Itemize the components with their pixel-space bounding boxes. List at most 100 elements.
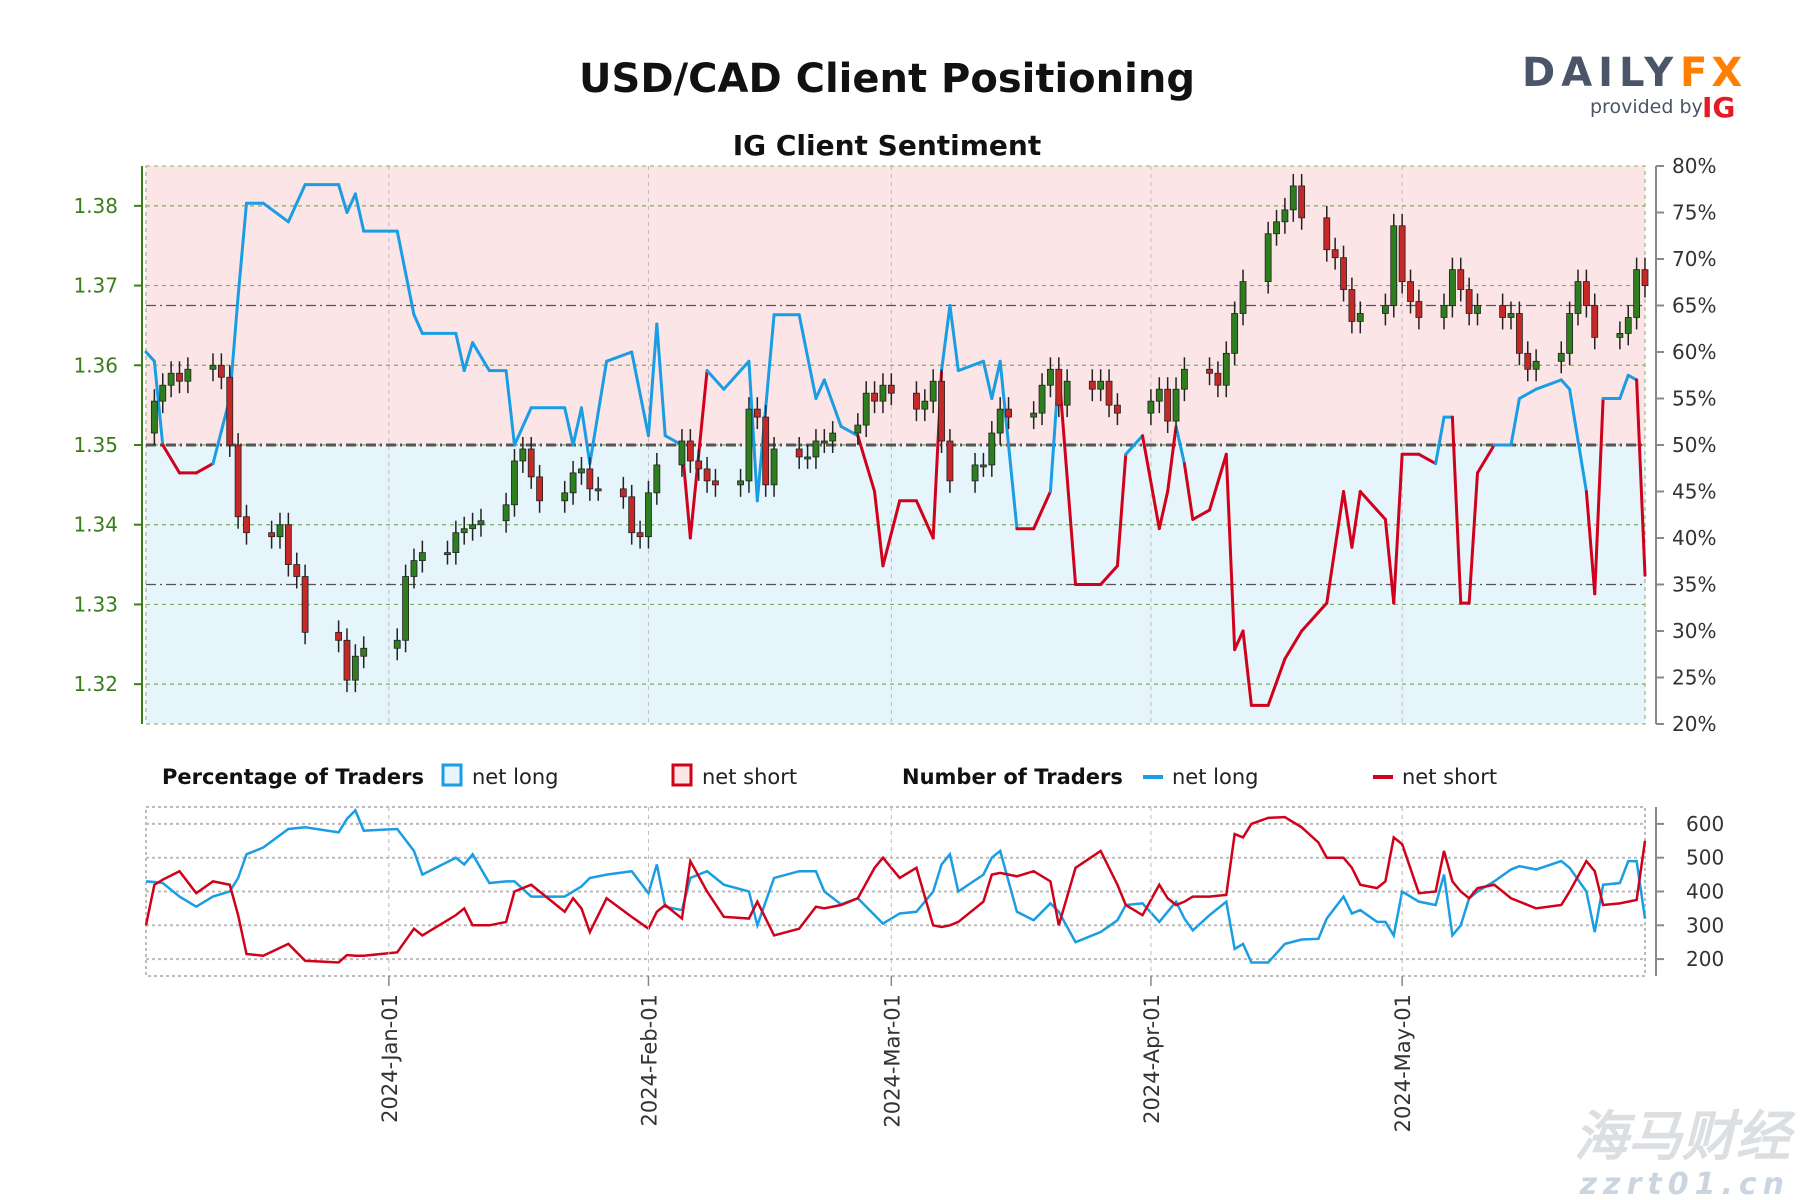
net-long-pct-segment [1166,424,1178,493]
candle-body [1465,289,1473,314]
net-long-pct-segment [646,322,659,438]
candle-body [686,440,694,462]
net-long-pct-segment [822,378,843,428]
net-long-pct-segment [956,359,985,373]
candle-body [184,368,192,382]
candle-body [1105,380,1113,406]
candle-body [1222,352,1230,386]
candle-body [1381,305,1389,314]
pct-tick-label: 40% [1672,526,1716,550]
candle-body [1524,352,1532,370]
candle-body [1005,408,1012,418]
legend-pct-short-swatch [671,763,693,787]
net-long-pct-segment [990,359,1002,400]
pct-tick-label: 75% [1672,201,1716,225]
candle-body [946,440,954,482]
net-long-pct-segment [1434,415,1446,466]
candle-body [1398,225,1406,282]
candle-body [1298,185,1306,219]
candle-body [762,416,770,486]
candle-body [737,480,744,486]
legend-num-long-swatch [1143,775,1163,779]
candle-body [209,364,217,370]
candle-body [770,448,778,486]
candle-body [402,576,410,641]
price-tick-label: 1.34 [73,513,118,537]
net-long-traders-line [145,808,1647,964]
net-long-pct-segment [1316,601,1329,614]
candle-body [703,468,711,482]
x-tick-label: 2024-May-01 [1391,994,1415,1132]
logo-provided-by: provided by [1590,96,1703,118]
candle-body [1356,313,1364,322]
candle-body [167,372,175,386]
candle-body [1474,305,1481,314]
legend-num-long-label: net long [1172,765,1258,789]
candle-body [1323,217,1331,251]
candle-body [1047,368,1054,386]
net-long-pct-segment [655,322,667,438]
net-long-pct-segment [1141,434,1161,531]
candle-body [1407,281,1414,302]
candle-body [1448,269,1456,306]
candle-body [594,488,602,492]
candle-body [301,576,309,633]
net-long-pct-segment [722,359,751,391]
candle-body [1181,368,1188,390]
candle-body [343,639,351,681]
candle-body [351,655,359,681]
candle-body [929,380,937,402]
legend-num-short-label: net short [1402,765,1497,789]
net-long-pct-segment [1635,378,1647,577]
legend-number-title: Number of Traders [902,765,1123,789]
price-tick-label: 1.35 [73,433,118,457]
net-long-pct-segment [839,424,860,438]
pct-tick-label: 20% [1672,712,1716,736]
net-long-pct-segment [981,359,994,400]
net-long-pct-segment [1325,490,1346,605]
price-tick-label: 1.33 [73,592,118,616]
legend-percentage-title: Percentage of Traders [162,765,424,789]
candle-body [971,464,979,482]
candle-body [1164,388,1172,422]
net-long-pct-segment [1342,490,1354,549]
candle-body [284,524,292,565]
net-long-pct-segment [1157,490,1170,531]
candle-body [519,448,527,462]
pct-tick-label: 45% [1672,480,1716,504]
net-long-pct-segment [1517,387,1538,400]
net-long-pct-segment [345,192,357,214]
candle-body [234,444,242,518]
candle-body [452,532,460,554]
net-long-pct-segment [948,304,960,373]
candle-body [1147,400,1155,414]
legend-pct-long-swatch [441,763,463,787]
candle-body [829,432,837,442]
candle-body [1055,368,1063,406]
candle-body [1206,368,1213,374]
candle-body [469,524,476,530]
candle-body [1239,281,1247,314]
chart-subtitle: IG Client Sentiment [733,129,1042,162]
net-long-pct-segment [337,183,349,214]
candle-body [1281,209,1289,223]
net-long-pct-segment [579,406,592,466]
chart-title: USD/CAD Client Positioning [579,56,1195,102]
net-long-pct-segment [1057,369,1078,586]
candle-body [527,448,535,478]
net-long-pct-segment [630,350,650,438]
net-long-pct-segment [1266,657,1287,707]
net-long-pct-segment [395,229,416,317]
price-tick-label: 1.38 [73,194,118,218]
net-long-pct-segment [471,341,491,373]
candle-body [586,468,594,490]
candle-body [854,424,862,434]
candle-body [862,392,870,426]
candle-body [360,647,368,657]
pct-tick-label: 80% [1672,154,1716,178]
pct-tick-label: 55% [1672,387,1716,411]
net-long-pct-segment [286,183,307,224]
candle-body [561,492,569,502]
net-long-pct-segment [1032,490,1052,531]
